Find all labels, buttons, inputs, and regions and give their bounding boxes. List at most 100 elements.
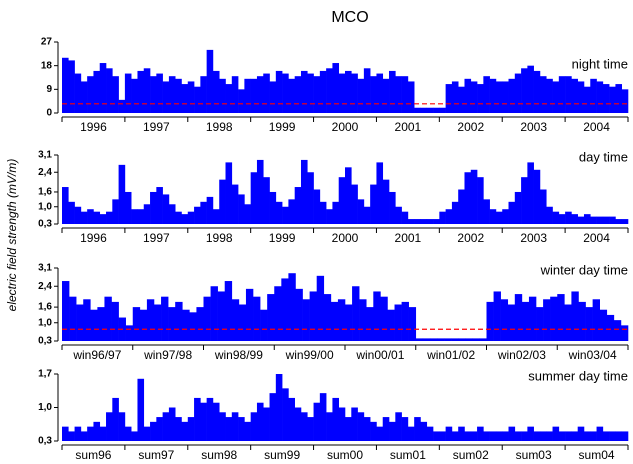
- bar: [583, 431, 591, 441]
- x-tick-label: 1999: [269, 120, 296, 134]
- y-tick-label: 0: [46, 108, 52, 119]
- bar: [345, 417, 352, 441]
- bar: [106, 68, 113, 113]
- bar: [206, 397, 214, 441]
- bar: [590, 78, 597, 113]
- bar: [489, 431, 497, 441]
- bar: [363, 68, 371, 113]
- bar: [189, 312, 197, 341]
- x-tick-label: win99/00: [285, 348, 334, 362]
- bar: [156, 187, 163, 224]
- bar: [182, 309, 190, 341]
- x-tick-label: 2002: [457, 231, 484, 245]
- bar: [300, 70, 308, 113]
- bar: [351, 73, 358, 113]
- y-tick-label: 0,3: [38, 436, 52, 447]
- bar: [137, 209, 145, 224]
- bar: [124, 191, 132, 224]
- bar: [162, 194, 170, 224]
- y-tick-label: 0,3: [38, 336, 52, 347]
- bar: [621, 431, 629, 441]
- bar: [426, 426, 434, 441]
- bar: [168, 76, 176, 113]
- bar: [439, 431, 446, 441]
- bar: [429, 338, 438, 341]
- bar: [74, 426, 82, 441]
- bar: [444, 338, 452, 341]
- bar: [118, 99, 126, 113]
- bar: [577, 216, 585, 224]
- bar: [486, 301, 494, 341]
- bar: [231, 412, 239, 441]
- bar: [288, 397, 295, 441]
- bar: [326, 68, 333, 113]
- bar: [376, 162, 384, 224]
- bar: [382, 179, 390, 224]
- bar: [93, 421, 101, 441]
- bar: [408, 307, 417, 341]
- x-tick-label: 2004: [583, 120, 610, 134]
- bar: [69, 296, 77, 341]
- bar: [250, 412, 258, 441]
- bar: [514, 73, 522, 113]
- bar: [225, 417, 233, 441]
- x-tick-label: sum01: [390, 448, 426, 462]
- bar: [137, 70, 145, 113]
- y-tick-label: 1,0: [38, 317, 52, 328]
- bar: [295, 288, 303, 341]
- bar: [203, 296, 211, 341]
- bar: [74, 73, 82, 113]
- bar: [93, 70, 101, 113]
- bar: [196, 307, 204, 341]
- bar: [332, 397, 340, 441]
- bar: [338, 407, 346, 441]
- bar: [187, 211, 195, 224]
- x-tick-label: sum04: [579, 448, 615, 462]
- x-tick-label: win03/04: [568, 348, 617, 362]
- bar: [552, 426, 560, 441]
- bar: [565, 431, 572, 441]
- bar: [433, 431, 440, 441]
- y-tick-label: 3,1: [38, 263, 52, 274]
- bar: [175, 211, 182, 224]
- bar: [206, 49, 214, 113]
- bar: [99, 426, 107, 441]
- bar: [539, 76, 547, 113]
- bar: [483, 431, 490, 441]
- bar: [489, 209, 497, 224]
- bar: [256, 159, 264, 224]
- bar: [389, 421, 396, 441]
- bar: [387, 309, 395, 341]
- bar: [332, 63, 340, 113]
- bar: [118, 412, 126, 441]
- x-tick-label: sum00: [327, 448, 363, 462]
- bar: [451, 201, 459, 224]
- bar: [245, 288, 254, 341]
- bar: [558, 431, 566, 441]
- bar: [131, 209, 138, 224]
- bar: [500, 299, 509, 341]
- panel-annotation: day time: [579, 149, 628, 164]
- bar: [282, 206, 289, 224]
- bar: [275, 374, 283, 441]
- x-tick-label: 2001: [395, 120, 422, 134]
- y-tick-label: 9: [46, 84, 52, 95]
- bar: [263, 177, 270, 224]
- bar: [238, 89, 245, 113]
- bar: [62, 187, 69, 224]
- bar: [527, 426, 534, 441]
- bar: [521, 68, 528, 113]
- bar: [153, 304, 162, 341]
- bar: [420, 219, 428, 224]
- x-tick-label: win01/02: [426, 348, 475, 362]
- bar: [470, 169, 478, 224]
- bar: [256, 76, 264, 113]
- bar: [376, 73, 384, 113]
- bar: [181, 421, 189, 441]
- bar: [502, 209, 509, 224]
- bar: [363, 206, 371, 224]
- bar: [470, 81, 478, 113]
- bar: [546, 206, 553, 224]
- bar: [451, 81, 459, 113]
- x-tick-label: win97/98: [143, 348, 192, 362]
